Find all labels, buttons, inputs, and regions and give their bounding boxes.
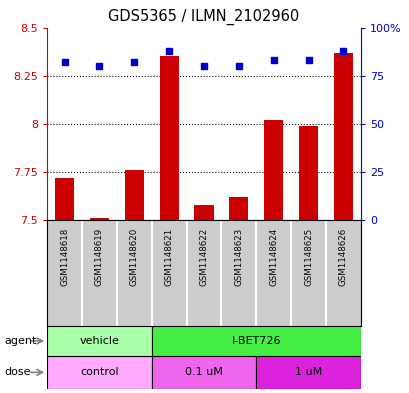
Text: 0.1 uM: 0.1 uM: [184, 367, 222, 377]
Text: agent: agent: [4, 336, 36, 346]
Text: GSM1148622: GSM1148622: [199, 228, 208, 286]
Point: [96, 63, 103, 69]
Text: GSM1148626: GSM1148626: [338, 228, 347, 286]
Bar: [151, 356, 256, 389]
Text: GSM1148618: GSM1148618: [60, 228, 69, 286]
Bar: [194, 205, 213, 220]
Text: vehicle: vehicle: [79, 336, 119, 346]
Bar: [159, 56, 178, 220]
Text: control: control: [80, 367, 119, 377]
Point: [166, 48, 172, 54]
Bar: [90, 218, 109, 220]
Text: dose: dose: [4, 367, 31, 377]
Bar: [256, 356, 360, 389]
Text: GSM1148621: GSM1148621: [164, 228, 173, 286]
Bar: [263, 120, 283, 220]
Text: 1 uM: 1 uM: [294, 367, 321, 377]
Point: [200, 63, 207, 69]
Text: GSM1148625: GSM1148625: [303, 228, 312, 286]
Title: GDS5365 / ILMN_2102960: GDS5365 / ILMN_2102960: [108, 9, 299, 25]
Text: GSM1148623: GSM1148623: [234, 228, 243, 286]
Point: [131, 59, 137, 65]
Point: [270, 57, 276, 63]
Bar: [151, 326, 360, 356]
Bar: [47, 356, 151, 389]
Point: [61, 59, 68, 65]
Text: GSM1148619: GSM1148619: [95, 228, 103, 286]
Text: GSM1148624: GSM1148624: [269, 228, 277, 286]
Point: [305, 57, 311, 63]
Bar: [298, 126, 317, 220]
Point: [339, 48, 346, 54]
Bar: [124, 170, 144, 220]
Point: [235, 63, 242, 69]
Bar: [333, 53, 352, 220]
Bar: [47, 326, 151, 356]
Bar: [229, 197, 248, 220]
Bar: [55, 178, 74, 220]
Text: GSM1148620: GSM1148620: [130, 228, 138, 286]
Text: I-BET726: I-BET726: [231, 336, 280, 346]
